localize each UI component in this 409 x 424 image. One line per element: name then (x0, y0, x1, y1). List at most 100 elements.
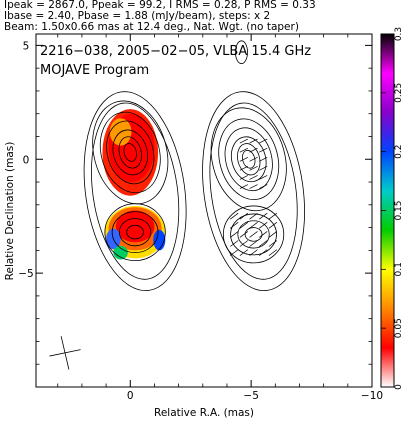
evpa-vector (259, 184, 268, 189)
evpa-vector (259, 166, 268, 171)
evpa-vector (249, 240, 258, 247)
chart-subtitle: MOJAVE Program (40, 63, 149, 78)
evpa-vector (259, 249, 268, 256)
evpa-vector (268, 231, 278, 238)
right-core-contours-ring (218, 118, 280, 200)
y-tick-label: 5 (23, 40, 30, 52)
evpa-vector (239, 138, 249, 144)
evpa-vector (249, 156, 258, 162)
evpa-vector (268, 240, 278, 247)
evpa-vector (239, 222, 249, 229)
right-outer-contours-ring (209, 102, 298, 280)
evpa-vector (268, 249, 278, 256)
left-jet-contours (104, 203, 166, 262)
beam-cross (49, 336, 81, 370)
right-upper-island-ring (235, 40, 248, 65)
evpa-vector (239, 240, 249, 247)
evpa-vector (239, 156, 249, 162)
right-jet-contours-ring (244, 227, 263, 242)
header-line-1: Ipeak = 2867.0, Ppeak = 99.2, I RMS = 0.… (4, 0, 316, 11)
evpa-vector (249, 222, 258, 229)
y-tick-label: −5 (18, 268, 33, 280)
evpa-vector (230, 212, 239, 220)
left-core-contours (92, 100, 169, 205)
evpa-vector (239, 212, 249, 220)
evpa-vector (268, 212, 278, 220)
left-jet-contours-ring (111, 211, 159, 254)
evpa-vector (239, 147, 249, 153)
evpa-vector (239, 249, 249, 256)
evpa-vector (249, 175, 258, 180)
evpa-vector (249, 138, 258, 144)
evpa-vector (259, 231, 268, 238)
evpa-vector (249, 212, 258, 220)
evpa-vector (259, 212, 268, 220)
evpa-vector (239, 166, 249, 171)
right-jet-contours (222, 205, 285, 264)
evpa-vector (259, 147, 268, 153)
right-outer-contours-ring (202, 91, 305, 292)
evpa-vector (259, 222, 268, 229)
evpa-vector (239, 175, 249, 180)
evpa-vector (239, 231, 249, 238)
evpa-vector (259, 156, 268, 162)
colorbar-tick-label: 0 (394, 384, 404, 390)
left-core-contours-ring (92, 100, 169, 205)
right-jet-contours-ring (222, 205, 285, 264)
colorbar-tick-label: 0.25 (394, 83, 404, 103)
y-tick-label: 0 (23, 154, 30, 166)
beam-minor-axis (49, 349, 81, 357)
x-tick-label: 0 (127, 390, 134, 402)
polarization-vectors (230, 138, 278, 256)
left-core-contours-ring (106, 120, 155, 185)
right-core-contours-ring (224, 127, 273, 192)
evpa-vector (259, 138, 268, 144)
colorbar-tick-label: 0.15 (394, 200, 404, 220)
left-core-contours-ring (118, 136, 142, 169)
evpa-vector (249, 249, 258, 256)
evpa-vector (268, 222, 278, 229)
left-jet-contours-ring (104, 203, 166, 262)
evpa-vector (230, 240, 239, 247)
evpa-vector (249, 166, 258, 171)
header-line-2: Ibase = 2.40, Pbase = 1.88 (mJy/beam), s… (4, 10, 271, 22)
x-axis-label: Relative R.A. (mas) (154, 407, 254, 419)
chart-title: 2216−038, 2005−02−05, VLBA 15.4 GHz (40, 44, 311, 59)
left-jet-contours-ring (118, 218, 152, 247)
colorbar-tick-label: 0.3 (394, 27, 404, 41)
polarization-pixel-region (153, 229, 166, 251)
evpa-vector (249, 147, 258, 153)
colorbar-tick-label: 0.05 (394, 318, 404, 338)
right-core-contours-ring (210, 107, 287, 212)
colorbar-tick-label: 0.2 (394, 145, 404, 159)
left-core-contours-ring (112, 129, 149, 176)
evpa-vector (259, 175, 268, 180)
left-core-contours-ring (123, 143, 137, 162)
colorbar-ticks: 0 0.05 0.1 0.15 0.2 0.25 0.3 (381, 27, 404, 390)
plot-frame (35, 33, 373, 388)
polarization-pixel-region (113, 245, 128, 260)
right-upper-island (235, 40, 248, 65)
right-core-contours-ring (237, 143, 261, 176)
left-outer-contours-ring (83, 91, 187, 292)
axis-ticks: 0 −5 −10 5 0 −5 (18, 34, 383, 402)
x-tick-label: −10 (361, 390, 383, 402)
evpa-vector (249, 231, 258, 238)
evpa-vector (230, 231, 239, 238)
colorbar-tick-label: 0.1 (394, 262, 404, 276)
evpa-vector (230, 249, 239, 256)
evpa-vector (239, 184, 249, 189)
right-core-contours (210, 107, 287, 212)
right-jet-contours-ring (230, 213, 277, 256)
left-outer-contours (83, 91, 187, 292)
left-outer-contours-ring (91, 102, 180, 280)
left-core-contours-ring (99, 111, 161, 194)
right-core-contours-ring (230, 136, 267, 183)
left-jet-contours-ring (126, 224, 144, 240)
right-core-contours-ring (242, 149, 256, 169)
evpa-vector (230, 222, 239, 229)
polarization-pixel-region (115, 210, 155, 243)
header-line-3: Beam: 1.50x0.66 mas at 12.4 deg., Nat. W… (4, 21, 299, 33)
y-axis-label: Relative Declination (mas) (4, 142, 16, 281)
plot-content (49, 40, 305, 370)
